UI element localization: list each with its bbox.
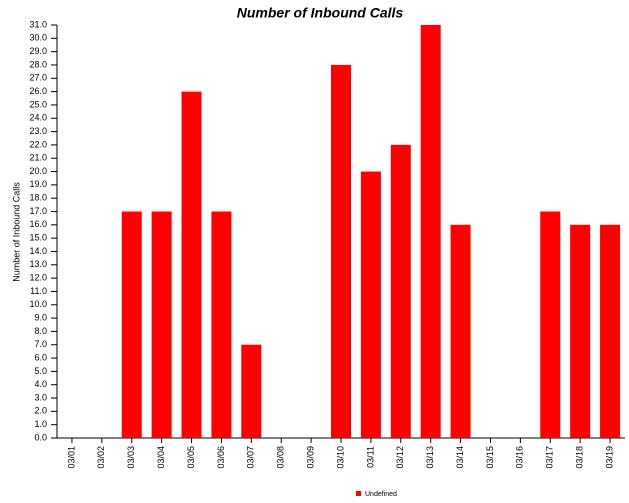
x-tick-label: 03/13 xyxy=(425,446,435,469)
x-tick-label: 03/14 xyxy=(455,446,465,469)
y-tick-label: 3.0 xyxy=(34,392,47,402)
x-tick-label: 03/19 xyxy=(604,446,614,469)
x-tick-label: 03/05 xyxy=(186,446,196,469)
y-tick-label: 8.0 xyxy=(34,326,47,336)
bar xyxy=(390,144,411,438)
x-tick-label: 03/06 xyxy=(216,446,226,469)
y-tick-label: 27.0 xyxy=(29,73,47,83)
x-tick-label: 03/12 xyxy=(395,446,405,469)
y-tick-label: 26.0 xyxy=(29,86,47,96)
bar xyxy=(181,91,202,438)
y-tick-label: 4.0 xyxy=(34,379,47,389)
y-tick-label: 17.0 xyxy=(29,206,47,216)
y-tick-label: 11.0 xyxy=(30,286,47,296)
y-tick-label: 7.0 xyxy=(34,339,47,349)
bar xyxy=(540,211,561,438)
y-tick-label: 12.0 xyxy=(29,273,47,283)
x-tick-label: 03/11 xyxy=(365,446,375,468)
y-tick-label: 30.0 xyxy=(29,33,47,43)
x-tick-label: 03/08 xyxy=(276,446,286,469)
y-tick-label: 24.0 xyxy=(29,113,47,123)
y-tick-label: 2.0 xyxy=(34,406,47,416)
y-tick-label: 29.0 xyxy=(29,46,47,56)
y-tick-label: 5.0 xyxy=(34,366,47,376)
bar xyxy=(360,171,381,438)
bar xyxy=(121,211,142,438)
bar xyxy=(151,211,172,438)
chart-title: Number of Inbound Calls xyxy=(237,5,404,21)
x-tick-label: 03/01 xyxy=(66,446,76,469)
x-tick-label: 03/15 xyxy=(485,446,495,469)
y-tick-label: 19.0 xyxy=(29,179,47,189)
bar xyxy=(600,224,621,438)
y-tick-label: 1.0 xyxy=(34,419,47,429)
legend-swatch xyxy=(356,491,361,496)
y-tick-label: 25.0 xyxy=(29,99,47,109)
y-tick-label: 13.0 xyxy=(29,259,47,269)
x-tick-label: 03/18 xyxy=(575,446,585,469)
y-tick-label: 10.0 xyxy=(29,299,47,309)
y-tick-label: 0.0 xyxy=(34,432,47,442)
y-tick-label: 15.0 xyxy=(29,233,47,243)
bar xyxy=(211,211,232,438)
x-tick-label: 03/07 xyxy=(246,446,256,469)
y-tick-label: 22.0 xyxy=(29,139,47,149)
y-tick-label: 21.0 xyxy=(29,153,47,163)
bar xyxy=(241,344,262,438)
y-tick-label: 18.0 xyxy=(29,193,47,203)
y-tick-label: 14.0 xyxy=(29,246,47,256)
y-tick-label: 20.0 xyxy=(29,166,47,176)
bar xyxy=(331,64,351,438)
y-tick-label: 28.0 xyxy=(29,59,47,69)
y-tick-label: 23.0 xyxy=(29,126,47,136)
bar xyxy=(450,224,471,438)
x-tick-label: 03/10 xyxy=(335,446,345,469)
bar xyxy=(570,224,591,438)
y-axis-label: Number of Inbound Calls xyxy=(11,182,21,282)
bar xyxy=(420,25,441,438)
y-tick-label: 31.0 xyxy=(29,19,47,29)
x-tick-label: 03/16 xyxy=(515,446,525,469)
x-tick-label: 03/03 xyxy=(126,446,136,469)
legend-label: Undefined xyxy=(365,491,397,498)
x-tick-label: 03/04 xyxy=(156,446,166,469)
x-tick-label: 03/09 xyxy=(305,446,315,469)
y-tick-label: 9.0 xyxy=(34,312,47,322)
y-tick-label: 16.0 xyxy=(29,219,47,229)
x-tick-label: 03/02 xyxy=(96,446,106,469)
y-tick-label: 6.0 xyxy=(34,352,47,362)
x-tick-label: 03/17 xyxy=(545,446,555,469)
